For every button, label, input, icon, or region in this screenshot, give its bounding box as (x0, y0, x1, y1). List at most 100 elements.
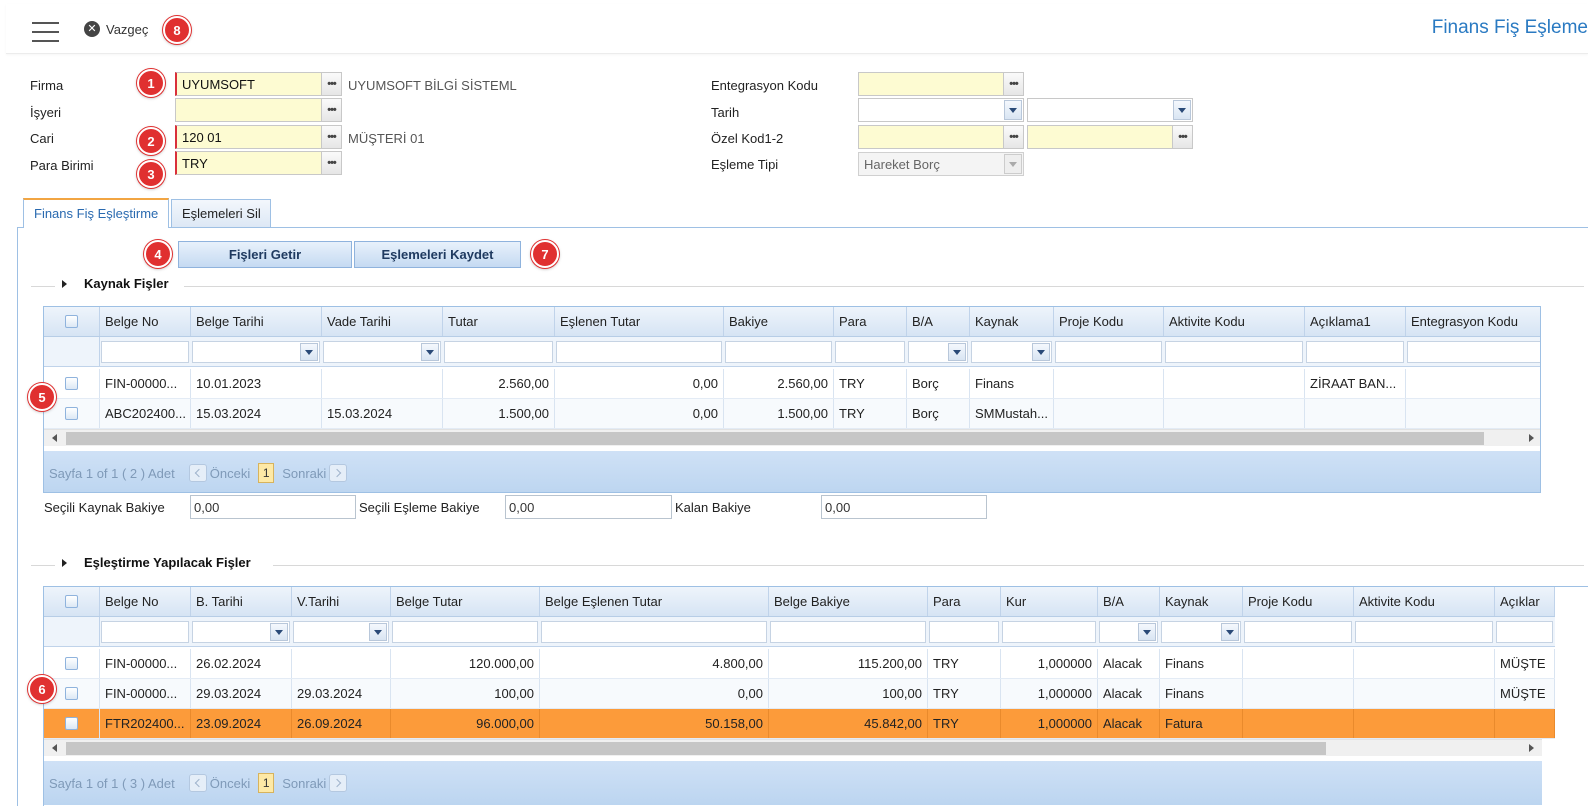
chevron-down-icon[interactable] (1138, 623, 1156, 641)
ozel-kod1-field[interactable] (858, 125, 1004, 149)
entegrasyon-kodu-lookup-button[interactable]: ••• (1003, 72, 1024, 96)
column-filter-input[interactable] (1496, 621, 1553, 643)
select-all-checkbox[interactable] (65, 315, 78, 328)
chevron-left-icon[interactable] (188, 774, 207, 792)
column-filter-input[interactable] (293, 621, 389, 643)
column-filter-input[interactable] (725, 341, 832, 363)
column-filter-input[interactable] (1355, 621, 1493, 643)
tarih-start-dropdown-icon[interactable] (1004, 100, 1022, 120)
column-header[interactable]: V.Tarihi (292, 587, 391, 616)
chevron-right-icon[interactable] (329, 464, 348, 482)
ozel-kod2-field[interactable] (1027, 125, 1173, 149)
column-header[interactable]: Belge Tarihi (191, 307, 322, 336)
column-filter-input[interactable] (1306, 341, 1404, 363)
column-header[interactable]: Belge Bakiye (769, 587, 928, 616)
firma-field[interactable]: UYUMSOFT (175, 72, 322, 96)
row-checkbox[interactable] (65, 407, 78, 420)
pager-next-label[interactable]: Sonraki (282, 775, 327, 791)
column-header[interactable]: Tutar (443, 307, 555, 336)
scroll-right-icon[interactable] (1529, 434, 1534, 442)
row-checkbox[interactable] (65, 687, 78, 700)
column-header[interactable]: Aktivite Kodu (1164, 307, 1305, 336)
esleme-tipi-select[interactable]: Hareket Borç (858, 152, 1024, 176)
tab-eslemeleri-sil[interactable]: Eşlemeleri Sil (171, 199, 271, 227)
chevron-left-icon[interactable] (188, 464, 207, 482)
table-row[interactable]: FIN-00000... 26.02.2024 120.000,00 4.800,00… (44, 649, 1555, 679)
target-section-title[interactable]: Eşleştirme Yapılacak Fişler (62, 555, 251, 570)
chevron-down-icon[interactable] (270, 623, 288, 641)
pager-prev-label[interactable]: Önceki (209, 775, 251, 791)
cari-lookup-button[interactable]: ••• (321, 125, 342, 149)
column-header[interactable]: Belge No (100, 587, 191, 616)
column-filter-input[interactable] (1244, 621, 1352, 643)
chevron-down-icon[interactable] (1221, 623, 1239, 641)
column-filter-input[interactable] (192, 341, 320, 363)
cancel-button[interactable]: ✕ Vazgeç (84, 18, 148, 40)
scroll-left-icon[interactable] (52, 744, 57, 752)
chevron-down-icon[interactable] (421, 343, 439, 361)
para-birimi-lookup-button[interactable]: ••• (321, 151, 342, 175)
horizontal-scrollbar[interactable] (44, 739, 1542, 756)
column-filter-input[interactable] (323, 341, 441, 363)
firma-lookup-button[interactable]: ••• (321, 72, 342, 96)
save-matches-button[interactable]: Eşlemeleri Kaydet (354, 241, 521, 268)
ozel-kod2-lookup-button[interactable]: ••• (1172, 125, 1193, 149)
chevron-down-icon[interactable] (300, 343, 318, 361)
cari-field[interactable]: 120 01 (175, 125, 322, 149)
table-row[interactable]: ABC202400... 15.03.2024 15.03.2024 1.500,00… (44, 399, 1540, 429)
column-header[interactable]: Eşlenen Tutar (555, 307, 724, 336)
pager-page-number[interactable]: 1 (258, 773, 275, 793)
column-header[interactable]: Proje Kodu (1243, 587, 1354, 616)
scrollbar-thumb[interactable] (66, 742, 1326, 755)
isyeri-field[interactable] (175, 98, 322, 122)
pager-prev-label[interactable]: Önceki (209, 465, 251, 481)
pager-page-number[interactable]: 1 (258, 463, 275, 483)
column-header[interactable]: Açıklar (1495, 587, 1555, 616)
tarih-start-field[interactable] (858, 98, 1024, 122)
column-filter-input[interactable] (444, 341, 553, 363)
column-header[interactable]: Belge No (100, 307, 191, 336)
row-checkbox[interactable] (65, 377, 78, 390)
chevron-down-icon[interactable] (369, 623, 387, 641)
column-header[interactable]: Proje Kodu (1054, 307, 1164, 336)
scroll-left-icon[interactable] (52, 434, 57, 442)
table-row[interactable]: FTR202400... 23.09.2024 26.09.2024 96.000,0… (44, 709, 1555, 739)
column-filter-input[interactable] (1055, 341, 1162, 363)
entegrasyon-kodu-field[interactable] (858, 72, 1004, 96)
column-header[interactable]: Entegrasyon Kodu (1406, 307, 1540, 336)
column-filter-input[interactable] (1002, 621, 1096, 643)
column-header[interactable]: B/A (1098, 587, 1160, 616)
para-birimi-field[interactable]: TRY (175, 151, 322, 175)
row-checkbox[interactable] (65, 717, 78, 730)
column-filter-input[interactable] (929, 621, 999, 643)
select-all-checkbox[interactable] (65, 595, 78, 608)
column-header[interactable]: Açıklama1 (1305, 307, 1406, 336)
chevron-right-icon[interactable] (329, 774, 348, 792)
column-header[interactable]: B. Tarihi (191, 587, 292, 616)
tarih-end-field[interactable] (1027, 98, 1193, 122)
chevron-down-icon[interactable] (1032, 343, 1050, 361)
column-header[interactable]: Kaynak (970, 307, 1054, 336)
tarih-end-dropdown-icon[interactable] (1173, 100, 1191, 120)
column-filter-input[interactable] (101, 341, 189, 363)
pager-next-label[interactable]: Sonraki (282, 465, 327, 481)
scroll-right-icon[interactable] (1529, 744, 1534, 752)
column-filter-input[interactable] (835, 341, 905, 363)
column-header[interactable]: Kur (1001, 587, 1098, 616)
table-row[interactable]: FIN-00000... 29.03.2024 29.03.2024 100,00 0,… (44, 679, 1555, 709)
source-section-title[interactable]: Kaynak Fişler (62, 276, 169, 291)
column-filter-input[interactable] (1407, 341, 1540, 363)
table-row[interactable]: FIN-00000... 10.01.2023 2.560,00 0,00 2.560,… (44, 369, 1540, 399)
column-header[interactable]: Belge Eşlenen Tutar (540, 587, 769, 616)
column-header[interactable]: Belge Tutar (391, 587, 540, 616)
chevron-down-icon[interactable] (948, 343, 966, 361)
scrollbar-thumb[interactable] (66, 432, 1484, 445)
selected-source-balance-field[interactable]: 0,00 (190, 495, 356, 519)
menu-icon[interactable] (32, 22, 60, 42)
column-header[interactable]: Vade Tarihi (322, 307, 443, 336)
column-filter-input[interactable] (541, 621, 767, 643)
horizontal-scrollbar[interactable] (44, 429, 1540, 446)
isyeri-lookup-button[interactable]: ••• (321, 98, 342, 122)
column-filter-input[interactable] (1165, 341, 1303, 363)
column-header[interactable]: Kaynak (1160, 587, 1243, 616)
